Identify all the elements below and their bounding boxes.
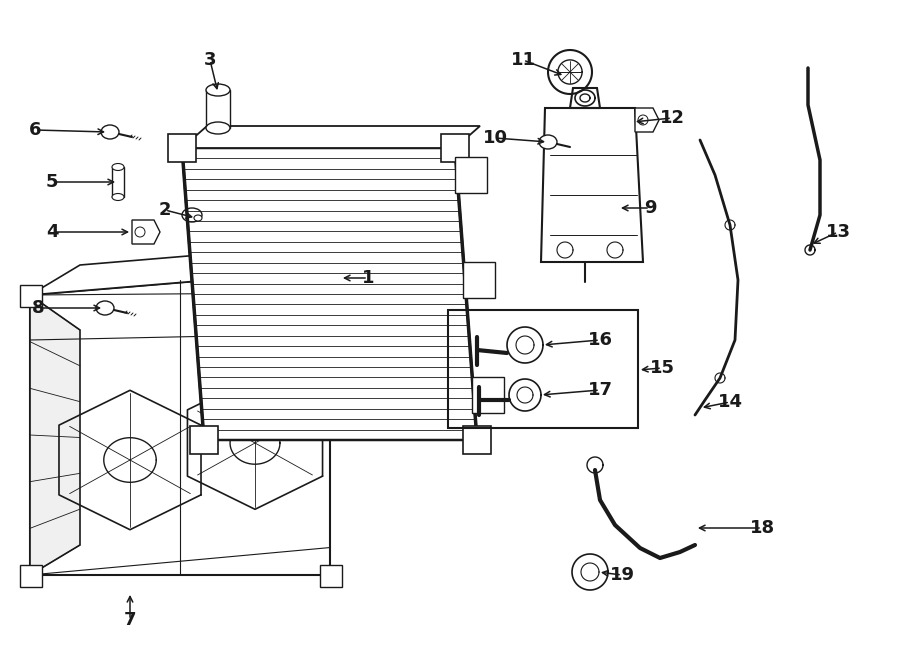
Text: 4: 4 [46, 223, 58, 241]
Bar [20, 565, 42, 587]
Bar [455, 157, 487, 193]
Ellipse shape [539, 135, 557, 149]
Text: 7: 7 [124, 611, 136, 629]
Ellipse shape [96, 301, 114, 315]
Polygon shape [182, 126, 480, 148]
Text: 14: 14 [717, 393, 742, 411]
Polygon shape [30, 295, 80, 575]
Text: 11: 11 [510, 51, 536, 69]
Ellipse shape [206, 84, 230, 96]
Bar [472, 377, 504, 413]
Text: 19: 19 [609, 566, 634, 584]
Ellipse shape [101, 125, 119, 139]
Bar [463, 262, 495, 298]
Bar [463, 426, 491, 454]
Text: 18: 18 [750, 519, 775, 537]
Text: 5: 5 [46, 173, 58, 191]
Text: 16: 16 [588, 331, 613, 349]
Text: 17: 17 [588, 381, 613, 399]
Polygon shape [635, 108, 659, 132]
Ellipse shape [182, 208, 202, 222]
Text: 1: 1 [362, 269, 374, 287]
Polygon shape [132, 220, 160, 244]
Polygon shape [541, 108, 643, 262]
Text: 15: 15 [650, 359, 674, 377]
Text: 2: 2 [158, 201, 171, 219]
Ellipse shape [206, 122, 230, 134]
Bar [168, 134, 196, 162]
Ellipse shape [112, 164, 124, 171]
Text: 10: 10 [482, 129, 508, 147]
Polygon shape [30, 270, 330, 575]
Bar [441, 134, 469, 162]
Ellipse shape [112, 193, 124, 201]
Text: 6: 6 [29, 121, 41, 139]
Bar [320, 260, 342, 282]
Bar [448, 310, 638, 428]
Ellipse shape [194, 215, 202, 221]
Text: 13: 13 [825, 223, 850, 241]
Text: 3: 3 [203, 51, 216, 69]
Bar [112, 167, 124, 197]
Bar [320, 565, 342, 587]
Polygon shape [182, 148, 477, 440]
Text: 9: 9 [644, 199, 656, 217]
Bar [20, 285, 42, 307]
Polygon shape [30, 240, 380, 295]
Text: 8: 8 [32, 299, 44, 317]
Text: 12: 12 [660, 109, 685, 127]
Bar [206, 90, 230, 128]
Bar [190, 426, 218, 454]
